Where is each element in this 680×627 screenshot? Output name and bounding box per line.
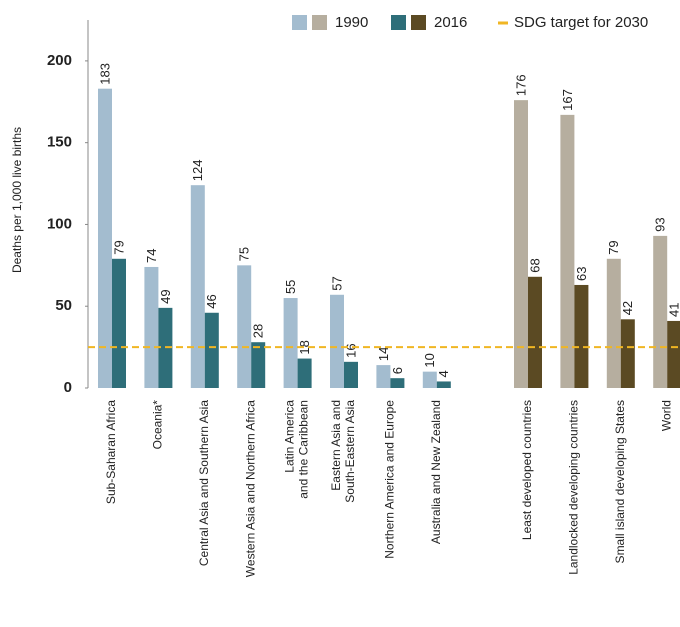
legend-swatch [292,15,307,30]
legend-label: 1990 [335,14,368,31]
x-tick-label: Australia and New Zealand [429,400,443,544]
data-label: 6 [390,367,405,374]
bar [112,258,126,388]
y-axis-label: Deaths per 1,000 live births [10,127,24,273]
data-label: 49 [158,289,173,303]
legend-swatch [312,15,327,30]
data-label: 167 [560,89,575,111]
data-label: 46 [204,294,219,308]
data-label: 79 [111,240,126,254]
bar [390,378,405,388]
data-label: 75 [237,247,252,261]
y-tick-label: 50 [55,297,72,314]
bar [237,265,252,388]
legend-swatch [411,15,426,30]
data-label: 10 [422,353,437,367]
legend-label: 2016 [434,14,467,31]
legend-swatch [391,15,406,30]
bar [574,284,589,388]
bar [620,319,635,388]
data-label: 74 [144,249,159,263]
bar [560,114,575,389]
bar [283,298,298,388]
bar [606,258,621,388]
data-label: 63 [574,266,589,280]
data-label: 16 [343,343,358,357]
x-tick-label: Oceania* [151,400,165,450]
x-tick-label: Least developed countries [520,400,534,540]
x-tick-label: Central Asia and Southern Asia [197,400,211,566]
x-tick-label: Landlocked developing countries [567,400,581,575]
x-tick-label: Northern America and Europe [383,400,397,559]
data-label: 183 [97,63,112,85]
x-tick-label: Latin Americaand the Caribbean [283,400,311,499]
data-label: 14 [376,347,391,361]
data-label: 79 [606,240,621,254]
data-label: 18 [297,340,312,354]
x-tick-label: Eastern Asia andSouth-Eastern Asia [329,400,357,503]
bar [667,320,680,388]
bar [251,342,266,388]
y-tick-label: 200 [47,52,72,69]
bar [204,312,219,388]
x-tick-label: Western Asia and Northern Africa [243,400,257,578]
data-label: 176 [513,74,528,96]
bar [422,371,437,388]
y-tick-label: 100 [47,215,72,232]
data-label: 42 [620,301,635,315]
bar [344,361,358,388]
data-label: 57 [329,276,344,290]
bar [514,100,528,389]
data-label: 4 [436,370,451,377]
data-label: 93 [653,217,668,231]
bar [144,266,159,388]
bar [376,365,391,388]
bar [190,185,205,388]
data-label: 41 [667,302,680,316]
data-label: 68 [527,258,542,272]
x-tick-label: Sub-Saharan Africa [104,400,118,504]
x-tick-label: World [659,400,673,431]
bar [653,235,668,388]
bar [436,381,451,388]
bar [330,294,344,388]
y-tick-label: 0 [64,379,72,396]
data-label: 124 [190,159,205,181]
x-tick-label: Small island developing States [613,400,627,563]
data-label: 28 [251,324,266,338]
bar [297,358,312,388]
legend-label: SDG target for 2030 [514,14,648,31]
y-tick-label: 150 [47,134,72,151]
data-label: 55 [283,280,298,294]
bar [98,88,112,389]
bar [528,276,542,388]
